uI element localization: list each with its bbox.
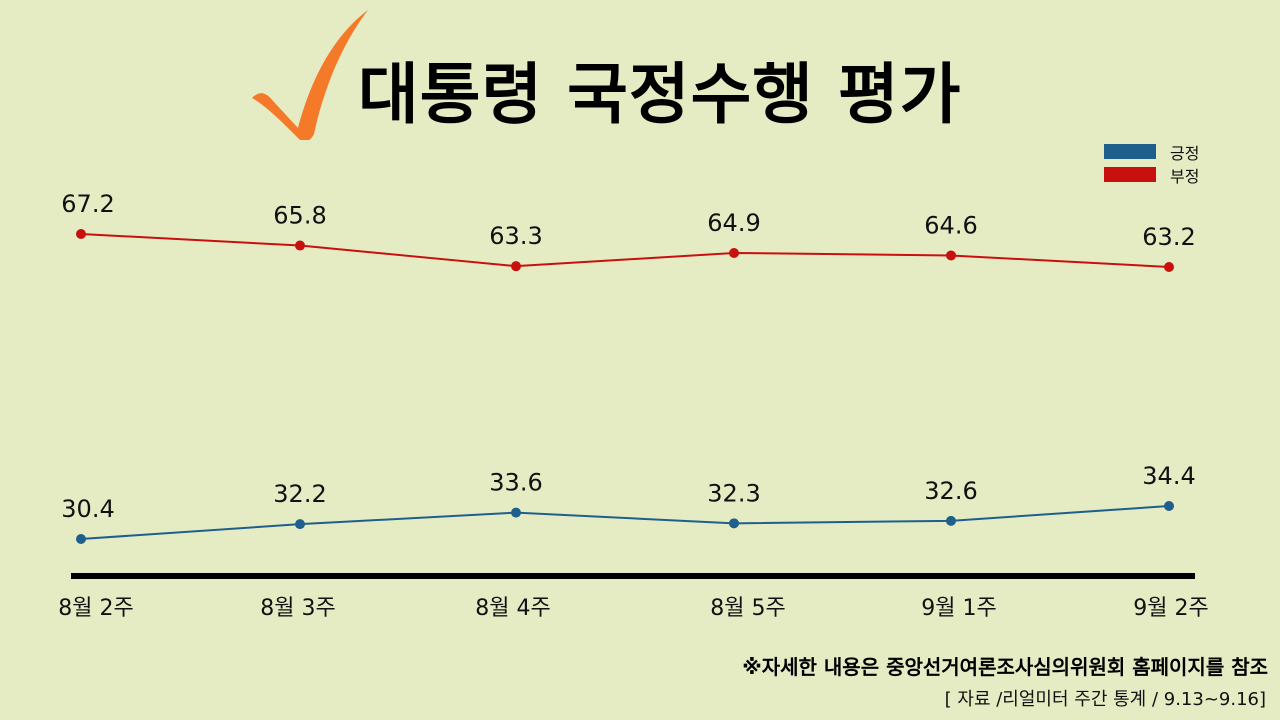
x-tick-label: 8월 3주 <box>260 596 335 621</box>
data-point <box>76 534 86 544</box>
series-negative: 67.2 65.8 63.3 64.9 64.6 63.2 <box>61 190 1196 272</box>
data-label: 65.8 <box>273 202 326 230</box>
data-label: 67.2 <box>61 190 114 218</box>
data-label: 32.2 <box>273 480 326 508</box>
data-point <box>1164 501 1174 511</box>
data-point <box>511 261 521 272</box>
x-axis-labels: 8월 2주 8월 3주 8월 4주 8월 5주 9월 1주 9월 2주 <box>58 596 1208 621</box>
data-label: 63.3 <box>489 222 542 250</box>
data-point <box>295 519 305 530</box>
data-label: 34.4 <box>1142 462 1195 490</box>
legend-item-negative: 부정 <box>1104 163 1199 186</box>
x-tick-label: 8월 5주 <box>710 596 785 621</box>
data-point <box>295 240 305 251</box>
data-label: 32.3 <box>707 479 760 507</box>
data-label: 63.2 <box>1142 223 1195 251</box>
legend-item-positive: 긍정 <box>1104 140 1199 163</box>
footnote: ※자세한 내용은 중앙선거여론조사심의위원회 홈페이지를 참조 <box>742 655 1268 679</box>
data-label: 64.9 <box>707 209 760 237</box>
x-tick-label: 8월 2주 <box>58 596 133 621</box>
legend-swatch-negative <box>1104 167 1156 182</box>
data-point <box>76 229 86 239</box>
series-line <box>80 233 1170 268</box>
x-axis-baseline <box>71 573 1195 579</box>
data-label: 30.4 <box>61 495 114 523</box>
page-title: 대통령 국정수행 평가 <box>358 56 962 133</box>
x-tick-label: 8월 4주 <box>475 596 550 621</box>
x-tick-label: 9월 2주 <box>1133 596 1208 621</box>
data-point <box>729 247 739 258</box>
legend: 긍정 부정 <box>1104 140 1199 186</box>
data-point <box>729 518 739 529</box>
series-line <box>80 505 1170 540</box>
data-point <box>946 250 956 261</box>
data-label: 64.6 <box>924 211 977 239</box>
legend-label: 부정 <box>1170 166 1200 186</box>
data-point <box>946 515 956 526</box>
legend-label: 긍정 <box>1170 143 1200 163</box>
data-point <box>1164 262 1174 272</box>
data-label: 32.6 <box>924 477 977 505</box>
x-tick-label: 9월 1주 <box>921 596 996 621</box>
series-positive: 30.4 32.2 33.6 32.3 32.6 34.4 <box>61 462 1196 544</box>
data-point <box>511 507 521 518</box>
source-citation: [ 자료 /리얼미터 주간 통계 / 9.13~9.16] <box>944 689 1266 710</box>
legend-swatch-positive <box>1104 144 1156 159</box>
data-label: 33.6 <box>489 469 542 497</box>
header: 대통령 국정수행 평가 <box>250 10 1030 140</box>
checkmark-icon <box>252 10 368 140</box>
